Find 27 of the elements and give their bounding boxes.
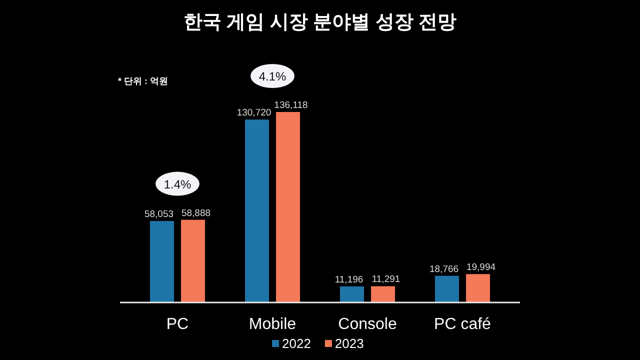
data-label: 130,720 — [236, 108, 272, 119]
data-label: 11,291 — [372, 274, 400, 286]
data-label: 19,994 — [466, 262, 496, 274]
data-label: 11,196 — [334, 274, 364, 286]
note: 1.4% — [156, 172, 200, 196]
text: * 단위 : 억원 — [118, 76, 168, 86]
data-label: 136,118 — [274, 100, 308, 111]
annotation: 1.4% — [164, 177, 192, 192]
x-tick-label: PC café — [434, 316, 492, 333]
bar — [181, 220, 205, 302]
bar — [371, 286, 395, 302]
data-label: 58,053 — [144, 208, 174, 220]
x-tick-label: PC — [166, 316, 189, 333]
bar — [150, 220, 174, 302]
data-label: 18,766 — [429, 264, 459, 275]
note: 4.1% — [250, 64, 294, 88]
bar — [245, 120, 269, 302]
x-tick-label: Mobile — [248, 316, 296, 333]
bar — [340, 286, 364, 302]
data-label: 58,888 — [181, 208, 211, 219]
bar — [466, 274, 490, 302]
x-tick-label: Console — [338, 316, 397, 333]
bar — [435, 276, 459, 302]
chart-title: 한국 게임 시장 분야별 성장 전망 — [183, 12, 457, 33]
legend-label: 2022 — [282, 336, 311, 351]
bar — [276, 112, 300, 302]
legend-label: 2023 — [334, 336, 364, 351]
